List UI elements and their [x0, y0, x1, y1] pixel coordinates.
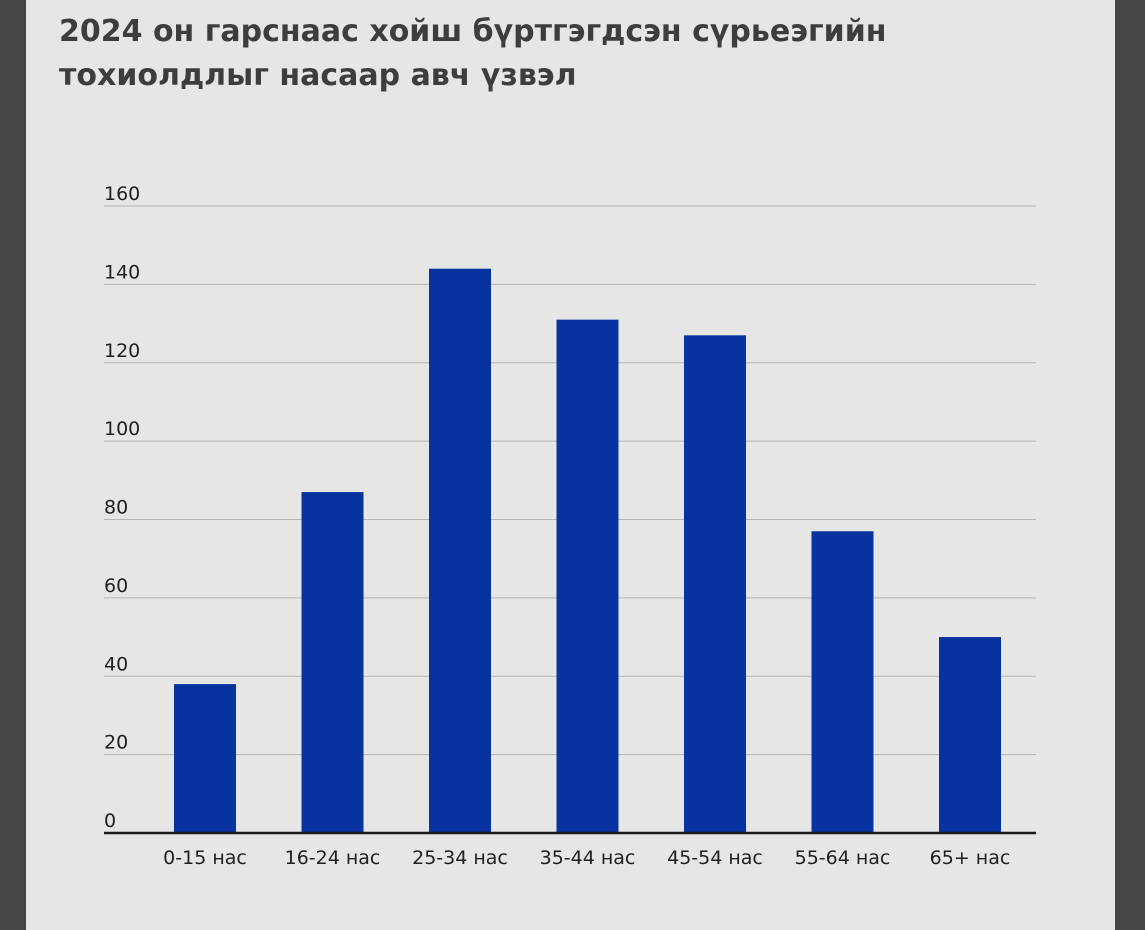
bar	[174, 684, 236, 833]
y-tick-label: 100	[104, 418, 140, 440]
y-tick-labels: 0 20 40 60 80 100 120 140 160	[104, 183, 140, 832]
bar	[684, 335, 746, 833]
y-tick-label: 140	[104, 261, 140, 283]
bar	[429, 268, 491, 833]
category-labels: 0-15 нас 16-24 нас 25-34 нас 35-44 нас 45-54…	[163, 847, 1010, 869]
x-tick-label: 45-54 нас	[667, 847, 763, 869]
x-tick-label: 35-44 нас	[540, 847, 636, 869]
y-tick-label: 0	[104, 810, 116, 832]
x-tick-label: 65+ нас	[930, 847, 1011, 869]
y-tick-label: 40	[104, 653, 128, 675]
x-tick-label: 55-64 нас	[795, 847, 891, 869]
bar	[939, 637, 1001, 833]
y-tick-label: 20	[104, 732, 128, 754]
x-tick-label: 0-15 нас	[163, 847, 247, 869]
bar	[811, 531, 874, 833]
bar-chart: 0 20 40 60 80 100 120 140 160 0-15 нас 16-24 нас 2…	[104, 183, 1036, 869]
y-tick-label: 80	[104, 497, 128, 519]
y-tick-label: 160	[104, 183, 140, 205]
y-tick-label: 120	[104, 340, 140, 362]
y-tick-label: 60	[104, 575, 128, 597]
x-tick-label: 16-24 нас	[285, 847, 381, 869]
chart-title: 2024 он гарснаас хойш бүртгэгдсэн сүрьеэ…	[59, 14, 887, 93]
x-tick-label: 25-34 нас	[412, 847, 508, 869]
bar	[301, 492, 364, 833]
bars	[174, 268, 1001, 833]
bar	[556, 319, 619, 833]
chart-panel: 2024 он гарснаас хойш бүртгэгдсэн сүрьеэ…	[26, 0, 1115, 930]
